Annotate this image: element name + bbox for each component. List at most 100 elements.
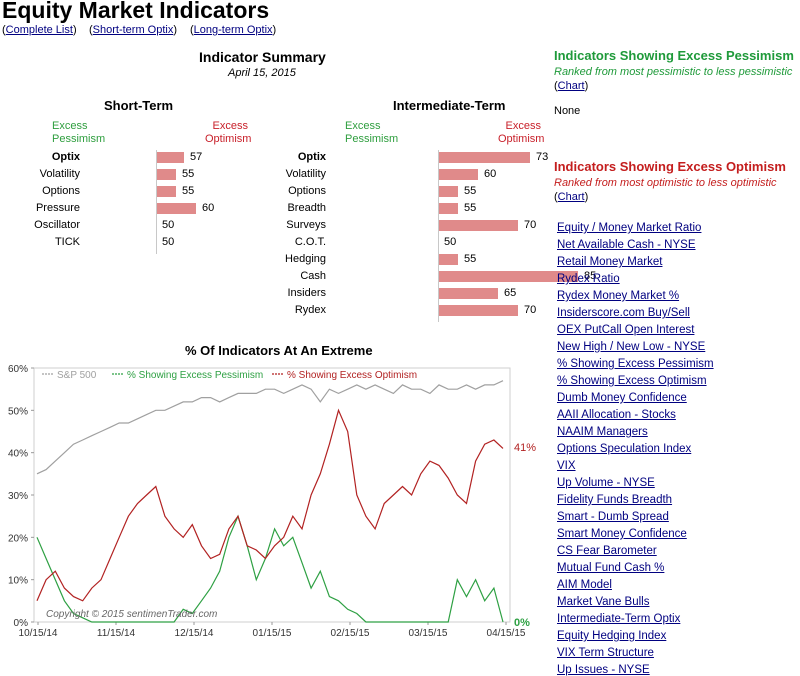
pessimism-subtitle: Ranked from most pessimistic to less pes…	[554, 66, 793, 78]
optimism-title: Indicators Showing Excess Optimism	[554, 159, 786, 174]
indicator-link[interactable]: NAAIM Managers	[557, 426, 648, 438]
short-term-optix-link[interactable]: Short-term Optix	[92, 24, 174, 36]
optimism-chart-link[interactable]: Chart	[557, 191, 585, 203]
indicator-link[interactable]: Mutual Fund Cash %	[557, 562, 665, 574]
indicator-bar	[438, 169, 478, 180]
indicator-bar	[438, 203, 458, 214]
neutral-baseline	[156, 150, 157, 254]
indicator-value: 73	[536, 151, 549, 163]
inter-excess-optimism-label: Excess Optimism	[498, 120, 545, 145]
indicator-value: 55	[182, 168, 195, 180]
indicator-row-label: Surveys	[286, 219, 326, 231]
indicator-link[interactable]: CS Fear Barometer	[557, 545, 657, 557]
indicator-row-label: TICK	[54, 236, 80, 248]
x-tick-label: 02/15/15	[331, 628, 370, 639]
optimism-line	[36, 408, 504, 602]
pessimism-line	[36, 514, 504, 623]
plot-frame	[33, 367, 511, 623]
indicator-value: 65	[504, 287, 517, 299]
indicator-link[interactable]: Up Volume - NYSE	[557, 477, 655, 489]
indicator-row-label: Insiders	[287, 287, 326, 299]
indicator-link[interactable]: Equity / Money Market Ratio	[557, 222, 702, 234]
indicator-bar	[438, 305, 518, 316]
indicator-link[interactable]: Insiderscore.com Buy/Sell	[557, 307, 690, 319]
indicator-value: 55	[464, 253, 477, 265]
indicator-row-label: Volatility	[39, 168, 80, 180]
indicator-bar	[438, 254, 458, 265]
x-tick-label: 04/15/15	[487, 628, 526, 639]
indicator-link[interactable]: VIX	[557, 460, 576, 472]
indicator-value: 60	[484, 168, 497, 180]
indicator-bar	[438, 152, 530, 163]
indicator-link[interactable]: VIX Term Structure	[557, 647, 654, 659]
indicator-bar	[438, 186, 458, 197]
complete-list-link[interactable]: Complete List	[5, 24, 73, 36]
y-tick-label: 50%	[8, 406, 28, 417]
y-tick-label: 20%	[8, 533, 28, 544]
long-term-optix-link-group: (Long-term Optix)	[190, 24, 277, 36]
optimism-chart-link-group: (Chart)	[554, 191, 589, 203]
x-tick-label: 01/15/15	[253, 628, 292, 639]
indicator-value: 50	[162, 219, 175, 231]
x-tick-label: 12/15/14	[175, 628, 214, 639]
indicator-value: 50	[162, 236, 175, 248]
indicator-value: 70	[524, 304, 537, 316]
indicator-link[interactable]: Smart Money Confidence	[557, 528, 687, 540]
indicator-row-label: Breadth	[287, 202, 326, 214]
indicator-link[interactable]: Retail Money Market	[557, 256, 663, 268]
indicator-row-label: Rydex	[294, 304, 326, 316]
indicator-value: 57	[190, 151, 203, 163]
indicator-link[interactable]: Dumb Money Confidence	[557, 392, 687, 404]
indicator-link[interactable]: OEX PutCall Open Interest	[557, 324, 695, 336]
indicator-link[interactable]: Rydex Money Market %	[557, 290, 680, 302]
y-tick-label: 0%	[14, 618, 29, 629]
indicator-row-label: Oscillator	[34, 219, 80, 231]
indicator-row-label: Optix	[297, 151, 326, 163]
indicator-row-label: Cash	[300, 270, 326, 282]
indicator-link[interactable]: % Showing Excess Optimism	[557, 375, 707, 387]
indicator-value: 55	[464, 185, 477, 197]
pessimism-title: Indicators Showing Excess Pessimism	[554, 48, 794, 63]
pessimism-chart-link-group: (Chart)	[554, 80, 589, 92]
indicator-link[interactable]: Intermediate-Term Optix	[557, 613, 681, 625]
indicator-link[interactable]: Fidelity Funds Breadth	[557, 494, 673, 506]
indicator-link[interactable]: Options Speculation Index	[557, 443, 692, 455]
indicator-value: 85	[584, 270, 597, 282]
indicator-link[interactable]: % Showing Excess Pessimism	[557, 358, 714, 370]
indicator-link[interactable]: AAII Allocation - Stocks	[557, 409, 676, 421]
neutral-baseline	[438, 150, 439, 322]
indicator-link[interactable]: Up Issues - NYSE	[557, 664, 650, 676]
complete-list-link-group: (Complete List)	[2, 24, 77, 36]
y-tick-label: 60%	[8, 364, 28, 375]
inter-excess-pessimism-label: Excess Pessimism	[345, 120, 399, 145]
indicator-row-label: Options	[42, 185, 80, 197]
x-tick-label: 11/15/14	[97, 628, 136, 639]
indicator-link[interactable]: Net Available Cash - NYSE	[557, 239, 696, 251]
pessimism-end-label: 0%	[514, 617, 530, 629]
optimism-end-label: 41%	[514, 442, 536, 454]
indicator-link[interactable]: AIM Model	[557, 579, 612, 591]
pessimism-chart-link[interactable]: Chart	[557, 80, 585, 92]
indicator-value: 50	[444, 236, 457, 248]
pessimism-none-text: None	[554, 105, 581, 117]
y-tick-label: 10%	[8, 576, 28, 587]
indicator-row-label: C.O.T.	[294, 236, 326, 248]
indicator-bar	[156, 203, 196, 214]
x-tick-label: 03/15/15	[409, 628, 448, 639]
summary-date: April 15, 2015	[228, 67, 296, 79]
legend-label: S&P 500	[57, 370, 97, 381]
long-term-optix-link[interactable]: Long-term Optix	[193, 24, 273, 36]
indicator-link[interactable]: Rydex Ratio	[557, 273, 620, 285]
indicator-value: 60	[202, 202, 215, 214]
indicator-bar	[438, 271, 578, 282]
indicator-bar	[156, 152, 184, 163]
indicator-row-label: Hedging	[285, 253, 326, 265]
indicator-link[interactable]: Smart - Dumb Spread	[557, 511, 669, 523]
indicator-link[interactable]: Equity Hedging Index	[557, 630, 667, 642]
indicator-bar	[438, 288, 498, 299]
chart-title: % Of Indicators At An Extreme	[185, 343, 373, 358]
indicator-value: 55	[464, 202, 477, 214]
indicator-link[interactable]: Market Vane Bulls	[557, 596, 650, 608]
indicator-link[interactable]: New High / New Low - NYSE	[557, 341, 706, 353]
chart-copyright: Copyright © 2015 sentimenTrader.com	[46, 609, 217, 620]
